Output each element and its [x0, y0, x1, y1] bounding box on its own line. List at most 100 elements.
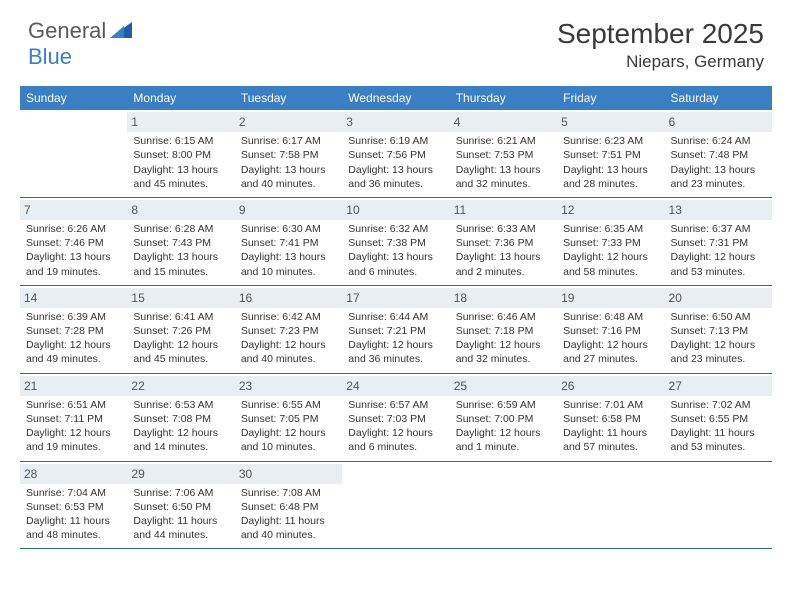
- day-number: 23: [235, 376, 342, 396]
- day-cell: [665, 461, 772, 549]
- dayname-wed: Wednesday: [342, 86, 449, 110]
- day-cell: 5Sunrise: 6:23 AMSunset: 7:51 PMDaylight…: [557, 110, 664, 197]
- daylight-text: Daylight: 13 hours and 36 minutes.: [348, 163, 443, 191]
- day-number: 17: [342, 288, 449, 308]
- day-number: 11: [450, 200, 557, 220]
- week-row: 1 Sunrise: 6:15 AMSunset: 8:00 PM Daylight…: [20, 110, 772, 197]
- day-cell: 10Sunrise: 6:32 AMSunset: 7:38 PMDayligh…: [342, 197, 449, 285]
- daylight-text: Daylight: 12 hours and 49 minutes.: [26, 338, 121, 366]
- sunrise-text: Sunrise: 6:21 AM: [456, 134, 551, 148]
- daylight-text: Daylight: 12 hours and 58 minutes.: [563, 250, 658, 278]
- sunrise-text: Sunrise: 6:26 AM: [26, 222, 121, 236]
- daylight-text: Daylight: 13 hours and 28 minutes.: [563, 163, 658, 191]
- day-cell: 17Sunrise: 6:44 AMSunset: 7:21 PMDayligh…: [342, 285, 449, 373]
- day-cell: 2Sunrise: 6:17 AMSunset: 7:58 PMDaylight…: [235, 110, 342, 197]
- sunset-text: Sunset: 7:56 PM: [348, 148, 443, 162]
- day-number: 21: [20, 376, 127, 396]
- dayname-thu: Thursday: [450, 86, 557, 110]
- daylight-text: Daylight: 13 hours and 6 minutes.: [348, 250, 443, 278]
- day-number: 22: [127, 376, 234, 396]
- sunset-text: Sunset: 7:38 PM: [348, 236, 443, 250]
- day-cell: [450, 461, 557, 549]
- sunset-text: Sunset: 7:46 PM: [26, 236, 121, 250]
- daylight-text: Daylight: 12 hours and 6 minutes.: [348, 426, 443, 454]
- daylight-text: Daylight: 12 hours and 10 minutes.: [241, 426, 336, 454]
- day-number: 14: [20, 288, 127, 308]
- sunset-text: Sunset: 7:13 PM: [671, 324, 766, 338]
- sunset-text: Sunset: 6:48 PM: [241, 500, 336, 514]
- day-number: 29: [127, 464, 234, 484]
- daylight-text: Daylight: 12 hours and 40 minutes.: [241, 338, 336, 366]
- sunset-text: Sunset: 7:16 PM: [563, 324, 658, 338]
- brand-part2-wrap: Blue: [28, 44, 72, 70]
- day-number: 25: [450, 376, 557, 396]
- sunset-text: Sunset: 8:00 PM: [133, 148, 228, 162]
- sunset-text: Sunset: 7:26 PM: [133, 324, 228, 338]
- day-number: 20: [665, 288, 772, 308]
- dayname-sun: Sunday: [20, 86, 127, 110]
- day-number: 4: [450, 112, 557, 132]
- day-number: 26: [557, 376, 664, 396]
- day-cell: 19 Sunrise: 6:48 AMSunset: 7:16 PMDayligh…: [557, 285, 664, 373]
- day-cell: [20, 110, 127, 197]
- day-cell: 27Sunrise: 7:02 AMSunset: 6:55 PMDayligh…: [665, 373, 772, 461]
- sunset-text: Sunset: 7:41 PM: [241, 236, 336, 250]
- sunset-text: Sunset: 7:23 PM: [241, 324, 336, 338]
- day-number: 9: [235, 200, 342, 220]
- sunrise-text: Sunrise: 6:50 AM: [671, 310, 766, 324]
- day-number: 1: [127, 112, 234, 132]
- sunrise-text: Sunrise: 6:15 AM: [133, 134, 228, 148]
- daylight-text: Daylight: 12 hours and 14 minutes.: [133, 426, 228, 454]
- sunrise-text: Sunrise: 6:53 AM: [133, 398, 228, 412]
- day-cell: 26 Sunrise: 7:01 AMSunset: 6:58 PMDayligh…: [557, 373, 664, 461]
- sunrise-text: Sunrise: 6:57 AM: [348, 398, 443, 412]
- daylight-text: Daylight: 11 hours and 48 minutes.: [26, 514, 121, 542]
- day-number: 16: [235, 288, 342, 308]
- week-row: 7Sunrise: 6:26 AMSunset: 7:46 PMDaylight…: [20, 197, 772, 285]
- daylight-text: Daylight: 13 hours and 2 minutes.: [456, 250, 551, 278]
- dayname-fri: Friday: [557, 86, 664, 110]
- sunrise-text: Sunrise: 6:24 AM: [671, 134, 766, 148]
- sunrise-text: Sunrise: 7:04 AM: [26, 486, 121, 500]
- page-header: General September 2025 Niepars, Germany: [0, 0, 792, 80]
- daylight-text: Daylight: 13 hours and 15 minutes.: [133, 250, 228, 278]
- day-number: 18: [450, 288, 557, 308]
- day-number: 6: [665, 112, 772, 132]
- day-number: 15: [127, 288, 234, 308]
- sunset-text: Sunset: 7:18 PM: [456, 324, 551, 338]
- daylight-text: Daylight: 12 hours and 19 minutes.: [26, 426, 121, 454]
- sunrise-text: Sunrise: 6:33 AM: [456, 222, 551, 236]
- day-cell: 22Sunrise: 6:53 AMSunset: 7:08 PMDayligh…: [127, 373, 234, 461]
- daylight-text: Daylight: 12 hours and 36 minutes.: [348, 338, 443, 366]
- day-cell: 28Sunrise: 7:04 AMSunset: 6:53 PMDayligh…: [20, 461, 127, 549]
- sunset-text: Sunset: 6:55 PM: [671, 412, 766, 426]
- week-row: 28Sunrise: 7:04 AMSunset: 6:53 PMDayligh…: [20, 461, 772, 549]
- daylight-text: Daylight: 12 hours and 27 minutes.: [563, 338, 658, 366]
- day-cell: 25Sunrise: 6:59 AMSunset: 7:00 PMDayligh…: [450, 373, 557, 461]
- day-cell: 9Sunrise: 6:30 AMSunset: 7:41 PMDaylight…: [235, 197, 342, 285]
- sunrise-text: Sunrise: 6:55 AM: [241, 398, 336, 412]
- day-cell: 23 Sunrise: 6:55 AMSunset: 7:05 PMDayligh…: [235, 373, 342, 461]
- day-cell: 14Sunrise: 6:39 AMSunset: 7:28 PMDayligh…: [20, 285, 127, 373]
- sunset-text: Sunset: 7:48 PM: [671, 148, 766, 162]
- daylight-text: Daylight: 13 hours and 19 minutes.: [26, 250, 121, 278]
- day-number: 19: [557, 288, 664, 308]
- sunset-text: Sunset: 7:05 PM: [241, 412, 336, 426]
- sunrise-text: Sunrise: 6:35 AM: [563, 222, 658, 236]
- daylight-text: Daylight: 12 hours and 45 minutes.: [133, 338, 228, 366]
- dayname-sat: Saturday: [665, 86, 772, 110]
- sunrise-text: Sunrise: 6:51 AM: [26, 398, 121, 412]
- day-cell: 24Sunrise: 6:57 AMSunset: 7:03 PMDayligh…: [342, 373, 449, 461]
- sunset-text: Sunset: 6:58 PM: [563, 412, 658, 426]
- day-cell: 8Sunrise: 6:28 AMSunset: 7:43 PMDaylight…: [127, 197, 234, 285]
- sunset-text: Sunset: 7:43 PM: [133, 236, 228, 250]
- daylight-text: Daylight: 11 hours and 57 minutes.: [563, 426, 658, 454]
- week-row: 21Sunrise: 6:51 AMSunset: 7:11 PMDayligh…: [20, 373, 772, 461]
- sunrise-text: Sunrise: 7:01 AM: [563, 398, 658, 412]
- sunrise-text: Sunrise: 6:48 AM: [563, 310, 658, 324]
- day-cell: 30Sunrise: 7:08 AMSunset: 6:48 PMDayligh…: [235, 461, 342, 549]
- sunset-text: Sunset: 7:31 PM: [671, 236, 766, 250]
- sunset-text: Sunset: 7:03 PM: [348, 412, 443, 426]
- day-number: 10: [342, 200, 449, 220]
- day-cell: 21Sunrise: 6:51 AMSunset: 7:11 PMDayligh…: [20, 373, 127, 461]
